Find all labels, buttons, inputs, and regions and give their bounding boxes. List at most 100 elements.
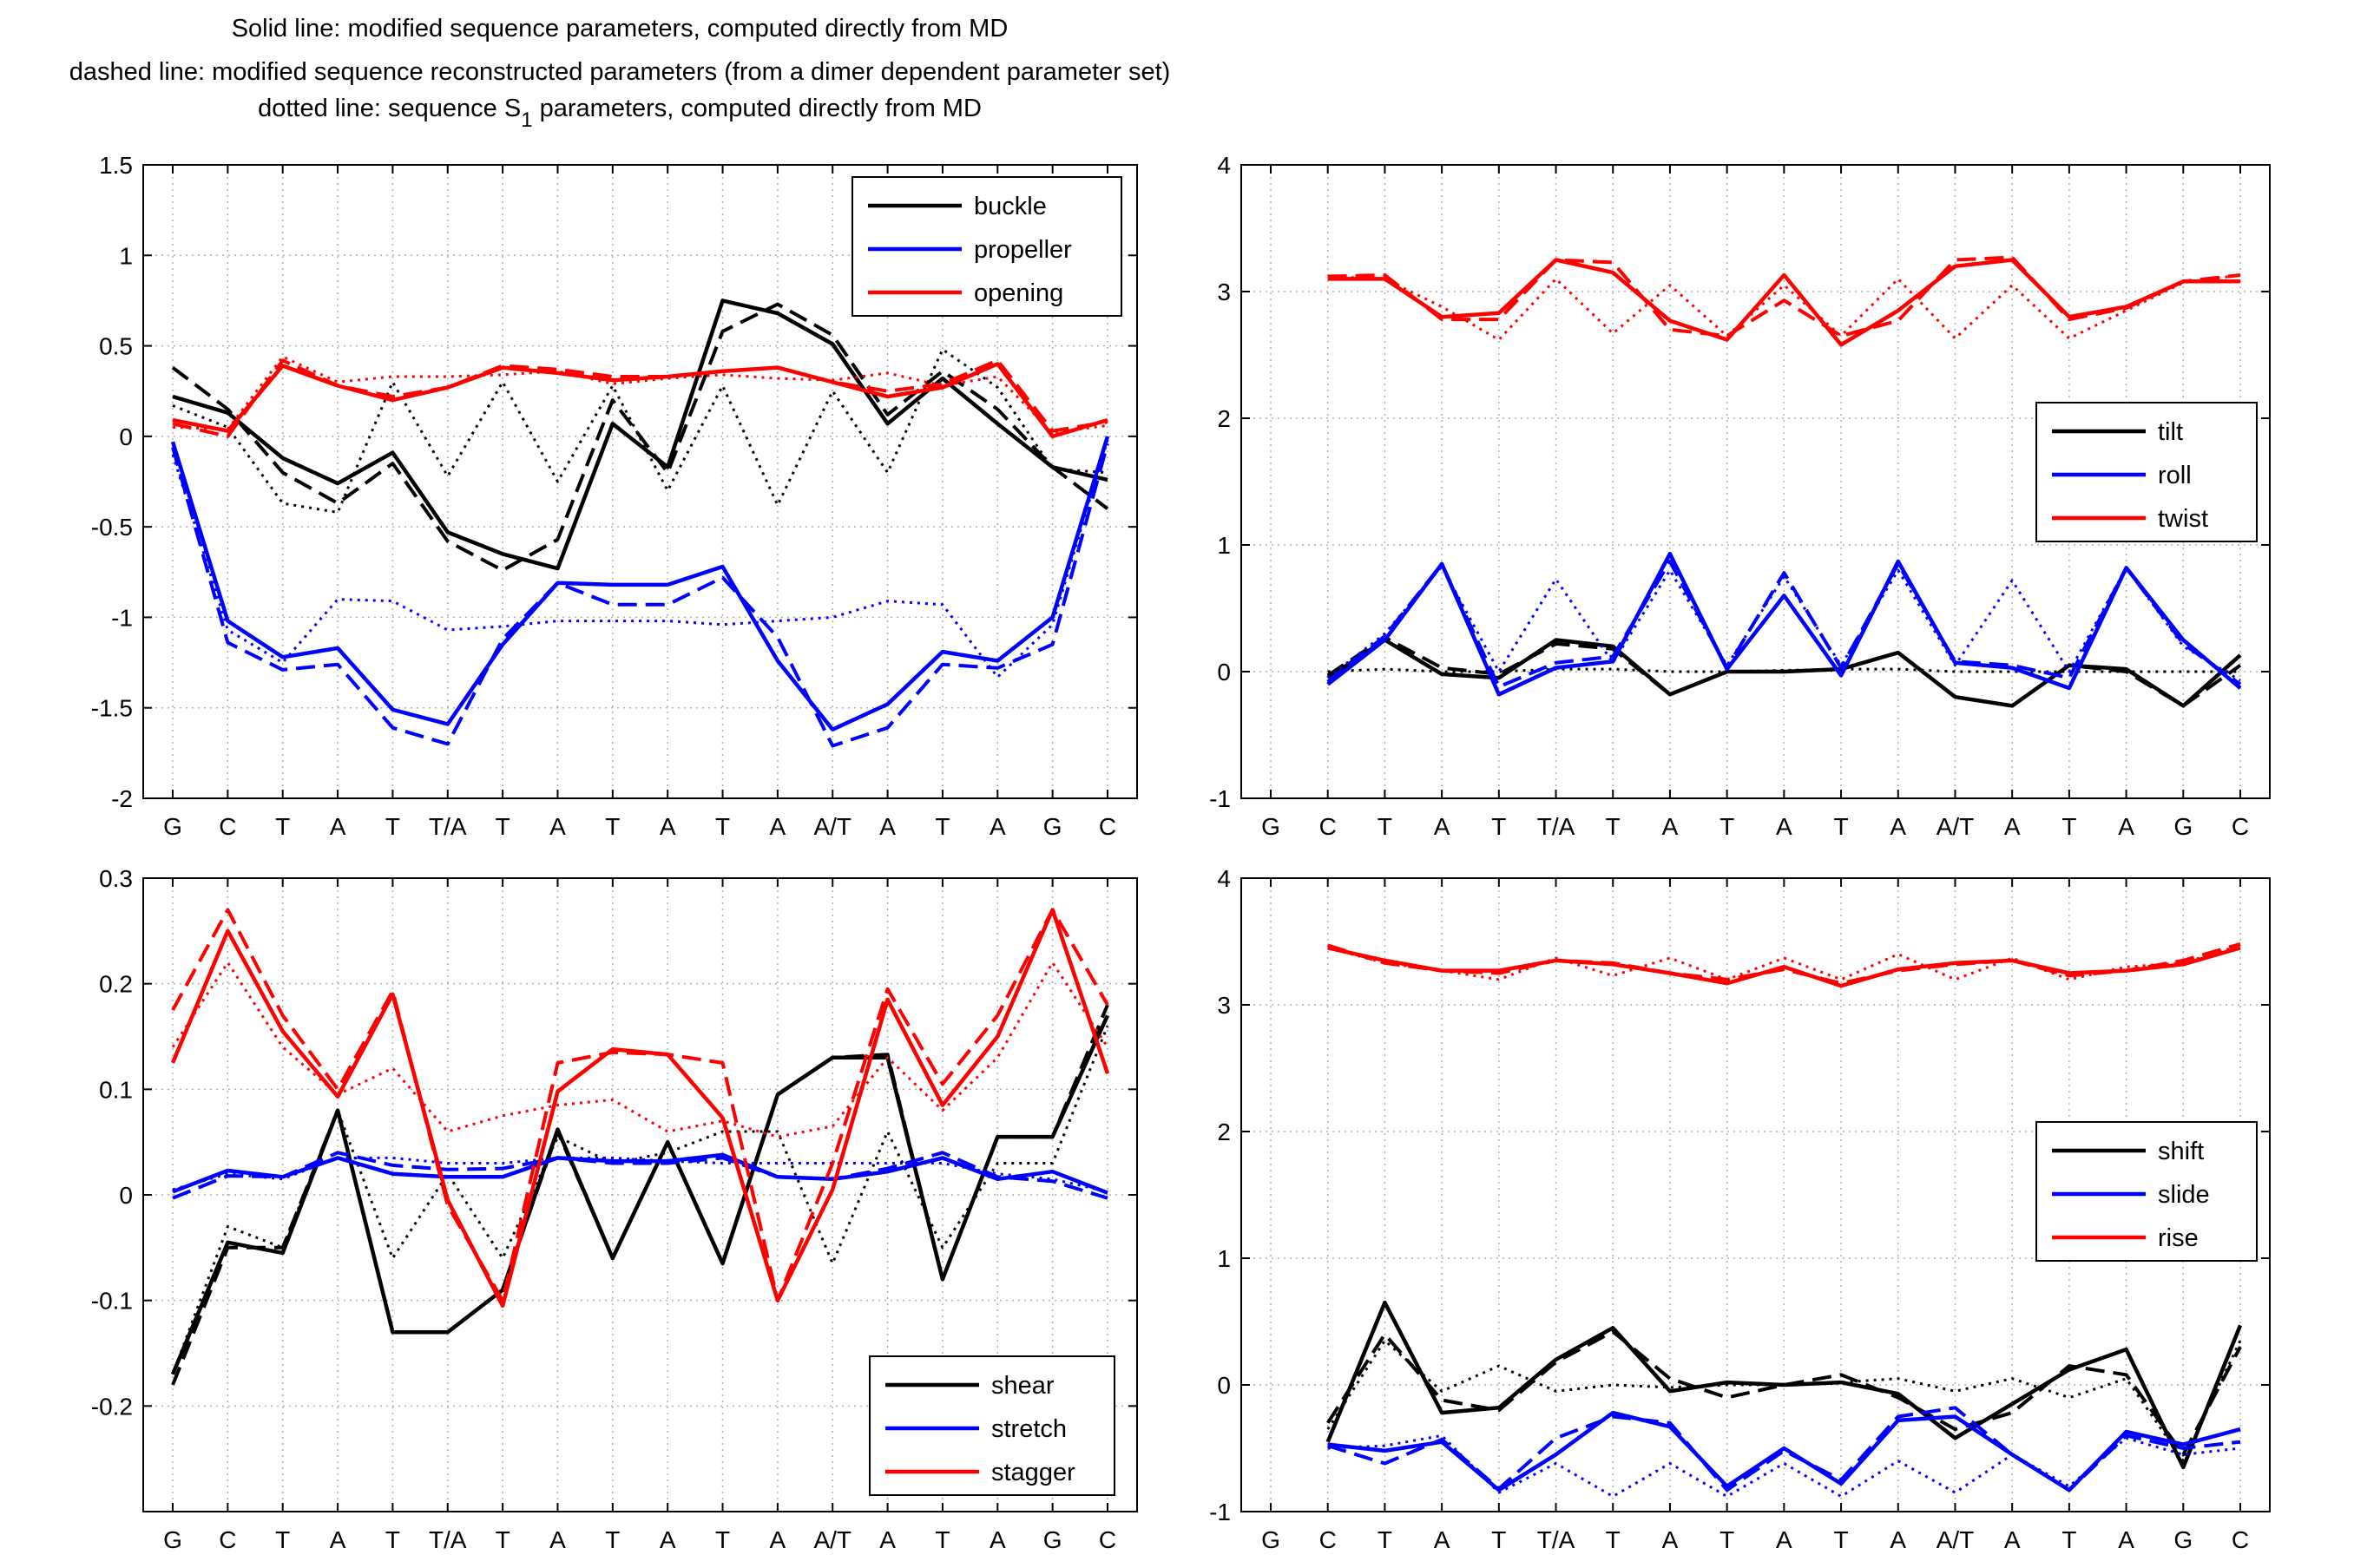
series-opening-dotted — [172, 355, 1108, 435]
y-tick-label: 1 — [119, 242, 133, 269]
x-tick-label: A — [1776, 1526, 1792, 1553]
axes-frame — [1240, 877, 2271, 1512]
y-tick-label: -0.1 — [91, 1288, 133, 1315]
x-tick-label: T — [935, 1526, 950, 1553]
y-tick-label: -1 — [1209, 1499, 1231, 1525]
x-tick-label: A — [990, 813, 1006, 840]
y-tick-label: 2 — [1217, 405, 1231, 432]
x-tick-label: T — [605, 813, 620, 840]
series-buckle-solid — [172, 299, 1108, 571]
legend-label-stretch: stretch — [991, 1415, 1067, 1443]
x-tick-label: G — [2173, 813, 2193, 840]
series-twist-dashed — [1327, 255, 2241, 338]
x-tick-label: T — [1834, 1526, 1849, 1553]
x-tick-label: A — [2118, 1526, 2134, 1553]
x-tick-label: T/A — [429, 813, 467, 840]
y-tick-label: 0.5 — [99, 333, 133, 360]
figure-title: Solid line: modified sequence parameters… — [69, 15, 1171, 132]
legend-label-slide: slide — [2158, 1181, 2210, 1209]
x-tick-label: T — [275, 1526, 290, 1553]
y-tick-label: 0.3 — [99, 865, 133, 892]
y-tick-label: 2 — [1217, 1119, 1231, 1145]
ticks: G C T A T T/A T A T A T A A/T A T A G C -1 0 1 2 3 4 — [1209, 865, 2270, 1553]
axes-frame — [1240, 164, 2271, 799]
x-tick-label: T — [1719, 1526, 1734, 1553]
x-tick-label: C — [219, 1526, 236, 1553]
y-tick-label: 0.1 — [99, 1076, 133, 1103]
x-tick-label: A — [1776, 813, 1792, 840]
x-tick-label: T — [496, 813, 510, 840]
legend: shear stretch stagger — [869, 1355, 1115, 1496]
x-tick-label: C — [1099, 1526, 1116, 1553]
series-shift-solid — [1325, 1300, 2243, 1470]
y-tick-label: -2 — [111, 785, 133, 812]
legend: buckle propeller opening — [852, 176, 1122, 317]
legend-box — [2035, 1121, 2258, 1262]
ticks: G C T A T T/A T A T A T A A/T A T A G C -0.2 -0.1 0 0.1 0.2 0.3 — [91, 865, 1137, 1553]
y-tick-label: 0 — [119, 1182, 133, 1209]
x-tick-label: A — [770, 1526, 786, 1553]
x-tick-label: A — [879, 1526, 896, 1553]
series-stretch-dashed — [172, 1151, 1108, 1200]
series-stagger-solid — [170, 908, 1110, 1309]
panel-p3: G C T A T T/A T A T A T A A/T A T A G C -0.2 -0.1 0 0.1 0.2 0.3… — [91, 865, 1138, 1553]
series-group — [1325, 941, 2243, 1498]
y-tick-label: 3 — [1217, 992, 1231, 1019]
x-tick-label: T — [2061, 813, 2076, 840]
panel-p4: G C T A T T/A T A T A T A A/T A T A G C -1 0 1 2 3 4 shift slide r… — [1209, 865, 2271, 1553]
series-opening-solid — [172, 362, 1108, 439]
y-tick-label: 1.5 — [99, 152, 133, 179]
legend-label-stagger: stagger — [991, 1459, 1075, 1486]
legend-box — [2035, 402, 2258, 542]
x-tick-label: T/A — [1537, 813, 1575, 840]
legend: tilt roll twist — [2035, 402, 2258, 542]
title-line-3-text: dotted line: sequence S — [258, 95, 521, 122]
x-tick-label: T — [1834, 813, 1849, 840]
series-group — [1326, 255, 2242, 708]
x-tick-label: T — [715, 813, 730, 840]
x-tick-label: T — [715, 1526, 730, 1553]
x-tick-label: A — [770, 813, 786, 840]
series-group — [170, 299, 1110, 748]
x-tick-label: T — [385, 1526, 400, 1553]
x-tick-label: T — [1606, 813, 1621, 840]
axes-frame — [142, 164, 1138, 799]
series-stagger-dotted — [171, 961, 1109, 1138]
y-tick-label: 4 — [1217, 152, 1231, 179]
y-tick-label: -1.5 — [91, 695, 133, 722]
title-line-1: Solid line: modified sequence parameters… — [232, 15, 1009, 43]
x-tick-label: T — [496, 1526, 510, 1553]
y-tick-label: 0 — [1217, 1372, 1231, 1399]
x-tick-label: T — [935, 813, 950, 840]
series-propeller-dotted — [171, 439, 1109, 679]
x-tick-label: C — [1319, 813, 1337, 840]
series-buckle-dashed — [171, 302, 1109, 573]
y-tick-label: -1 — [1209, 785, 1231, 812]
legend-label-opening: opening — [974, 279, 1063, 307]
series-shear-dotted — [171, 1025, 1109, 1375]
series-slide-solid — [1327, 1410, 2241, 1493]
x-tick-label: A — [1890, 1526, 1906, 1553]
x-tick-label: A/T — [1936, 813, 1975, 840]
x-tick-label: A/T — [1936, 1526, 1975, 1553]
legend-label-twist: twist — [2158, 505, 2208, 533]
x-tick-label: T — [605, 1526, 620, 1553]
series-shift-dashed — [1326, 1329, 2242, 1457]
legend-label-shift: shift — [2158, 1138, 2204, 1165]
x-tick-label: G — [1043, 1526, 1062, 1553]
legend-label-buckle: buckle — [974, 193, 1047, 220]
y-tick-label: 0 — [119, 423, 133, 450]
series-roll-solid — [1326, 551, 2242, 697]
x-tick-label: G — [2173, 1526, 2193, 1553]
x-tick-label: T — [275, 813, 290, 840]
x-tick-label: C — [2232, 1526, 2249, 1553]
x-tick-label: A — [990, 1526, 1006, 1553]
x-tick-label: C — [1319, 1526, 1337, 1553]
title-line-3-rest: parameters, computed directly from MD — [533, 95, 982, 122]
x-tick-label: T — [1378, 813, 1392, 840]
y-tick-label: 4 — [1217, 865, 1231, 892]
series-group — [170, 908, 1110, 1386]
x-tick-label: A — [549, 1526, 566, 1553]
x-tick-label: A — [2118, 813, 2134, 840]
